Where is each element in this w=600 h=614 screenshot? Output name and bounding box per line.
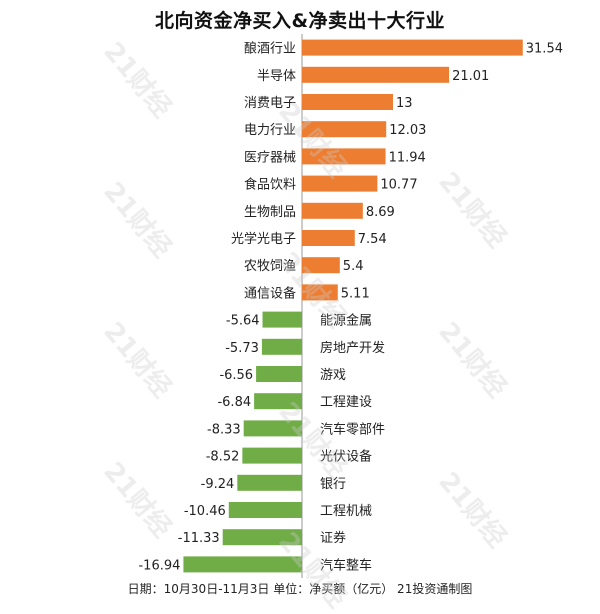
category-label: 电力行业	[244, 123, 296, 138]
bar	[243, 420, 302, 437]
category-label: 汽车整车	[320, 557, 372, 573]
category-label: 食品饮料	[244, 177, 296, 193]
data-label: 31.54	[526, 42, 563, 57]
bar	[302, 39, 523, 56]
category-label: 游戏	[320, 368, 346, 383]
category-label: 银行	[320, 477, 346, 492]
category-label: 农牧饲渔	[244, 259, 296, 274]
data-label: 12.03	[389, 123, 426, 138]
bar	[222, 529, 302, 546]
category-label: 光学光电子	[231, 231, 296, 247]
data-label: -5.73	[225, 341, 259, 356]
data-label: 7.54	[358, 232, 387, 247]
bar	[254, 393, 302, 410]
category-label: 半导体	[257, 69, 296, 84]
bar	[302, 94, 393, 110]
bar	[183, 556, 302, 573]
data-label: -8.52	[206, 450, 240, 465]
category-label: 证券	[320, 530, 346, 546]
data-label: 10.77	[380, 178, 417, 193]
bar	[237, 474, 302, 491]
bar	[302, 284, 338, 301]
bar	[242, 447, 302, 464]
category-label: 房地产开发	[320, 340, 385, 356]
data-label: 21.01	[452, 69, 489, 84]
data-label: -6.56	[219, 368, 253, 383]
category-label: 消费电子	[244, 96, 296, 111]
data-label: 5.11	[341, 286, 370, 301]
data-label: -9.24	[201, 477, 235, 492]
data-label: -5.64	[226, 314, 260, 329]
bar-chart: 酿酒行业 31.54 半导体 21.01 消费电子 13 电力行业 12.03 医疗器械 11.9…	[138, 34, 563, 578]
bar	[302, 175, 378, 192]
bar	[302, 148, 386, 165]
category-label: 通信设备	[244, 285, 296, 301]
bar	[256, 366, 302, 382]
chart-footer: 日期：10月30日-11月3日 单位：净买额（亿元） 21投资通制图	[127, 582, 473, 596]
chart-title: 北向资金净买入&净卖出十大行业	[154, 10, 446, 32]
bar	[302, 230, 355, 246]
data-label: 5.4	[343, 259, 364, 274]
bar	[302, 202, 363, 219]
data-label: -11.33	[178, 531, 220, 546]
bar	[261, 338, 302, 355]
bar	[302, 257, 340, 274]
category-label: 工程建设	[320, 395, 372, 410]
data-label: -16.94	[138, 558, 180, 573]
data-label: 8.69	[366, 205, 395, 220]
data-label: 11.94	[389, 150, 426, 165]
bar	[228, 502, 302, 518]
category-label: 酿酒行业	[244, 41, 296, 57]
category-label: 能源金属	[320, 313, 372, 329]
data-label: -8.33	[207, 422, 241, 437]
category-label: 生物制品	[244, 205, 296, 220]
data-label: -6.84	[217, 395, 251, 410]
bar	[262, 311, 302, 328]
category-label: 医疗器械	[244, 150, 296, 165]
category-label: 光伏设备	[320, 449, 372, 465]
category-label: 汽车零部件	[320, 421, 385, 437]
data-label: 13	[396, 96, 413, 111]
category-label: 工程机械	[320, 504, 372, 519]
data-label: -10.46	[184, 504, 226, 519]
bar	[302, 66, 450, 83]
bar	[302, 121, 387, 138]
